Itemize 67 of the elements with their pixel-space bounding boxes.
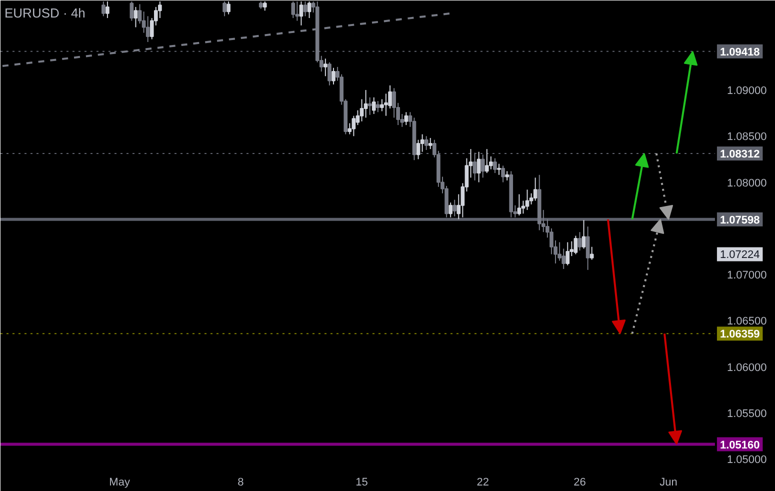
candlestick [146,16,150,43]
x-tick-label: 15 [356,476,368,488]
candlestick [372,96,376,114]
candlestick [134,6,138,28]
x-tick-label: 26 [574,476,586,488]
candlestick [226,0,230,15]
candlestick [102,0,106,17]
y-tick-label: 1.05500 [726,408,767,420]
candlestick [328,62,332,86]
y-tick-label: 1.06500 [726,316,767,328]
candlestick [505,170,509,181]
candlestick [424,136,428,150]
candlestick [307,0,312,19]
candlestick [428,137,432,150]
candlestick [303,0,308,17]
x-tick-label: 8 [238,476,244,488]
candlestick [356,110,360,126]
candlestick [448,202,452,218]
candlestick [324,58,328,77]
candlestick [332,67,336,85]
candlestick [578,232,582,252]
candlestick [480,154,485,178]
ref-line-label: 1.08312 [720,148,760,160]
candlestick [222,0,226,17]
y-tick-label: 1.09000 [726,84,767,97]
candlestick [566,242,570,266]
candlestick [384,93,388,116]
x-tick-label: 22 [476,476,489,488]
y-tick-label: 1.06000 [726,362,767,374]
candlestick [299,0,304,26]
candlestick [484,148,489,174]
candlestick [525,189,530,210]
candlestick [533,177,538,202]
candlestick [291,0,296,19]
candlestick [416,139,420,160]
candlestick [376,100,380,113]
candlestick [364,89,368,118]
candlestick [574,235,578,255]
y-tick-label: 1.05000 [726,454,767,466]
candlestick [590,246,594,260]
candlestick [130,0,134,22]
candlestick [404,112,408,126]
ref-line-label: 1.07598 [720,214,760,226]
ref-line-label: 1.05160 [720,439,760,452]
candlestick [360,98,364,122]
candlestick [497,163,501,176]
candlestick [521,200,526,214]
y-tick-label: 1.08500 [726,131,767,144]
text: 1.07224 [720,249,760,262]
candlestick [262,0,267,12]
candlestick [472,152,477,181]
candlestick [138,4,142,24]
y-tick-label: 1.08000 [726,177,767,190]
candlestick [493,158,497,174]
x-tick-label: Jun [660,476,678,488]
candlestick [106,0,110,19]
x-tick-label: May [109,476,130,488]
ref-line-label: 1.09418 [720,46,760,58]
candlestick [517,194,522,216]
ref-line-label: 1.06359 [720,328,760,341]
candlestick [586,226,590,270]
candlestick [452,199,457,217]
candlestick [501,165,505,183]
y-tick-label: 1.07000 [726,270,767,282]
chart-title: EURUSD · 4h [4,6,86,20]
candlestick [476,151,481,183]
candlestick [582,220,586,250]
